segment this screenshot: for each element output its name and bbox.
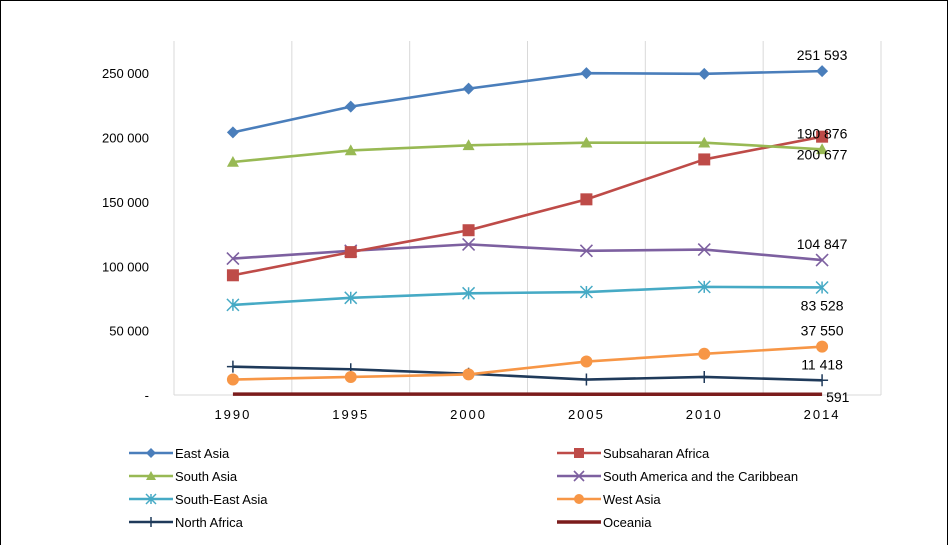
legend-item-west-asia: West Asia [557,492,661,507]
x-tick-label: 2010 [686,407,723,422]
y-tick-label: 150 000 [102,195,149,210]
circle-marker [463,368,475,380]
plus-marker [146,517,156,527]
legend-label: South-East Asia [175,492,268,507]
legend-item-subsaharan-africa: Subsaharan Africa [557,446,710,461]
plus-marker [698,371,710,383]
diamond-marker [227,126,239,138]
legend-label: East Asia [175,446,230,461]
circle-marker [816,341,828,353]
square-marker [227,269,239,281]
circle-marker [580,356,592,368]
diamond-marker [698,68,710,80]
square-marker [345,246,357,258]
legend: East Asia Subsaharan Africa South Asia Sout… [129,446,798,530]
x-tick-label: 1995 [332,407,369,422]
diamond-marker [463,83,475,95]
square-marker [463,224,475,236]
diamond-marker [580,67,592,79]
circle-marker [574,494,584,504]
y-tick-label: - [145,388,149,403]
square-marker [574,448,584,458]
x-axis-ticks: 1990 1995 2000 2005 2010 2014 [214,407,840,422]
y-tick-label: 50 000 [109,324,149,339]
square-marker [698,153,710,165]
square-marker [580,193,592,205]
grid-lines [174,41,881,395]
legend-label: South America and the Caribbean [603,469,798,484]
legend-item-south-east-asia: South-East Asia [129,492,268,507]
y-tick-label: 100 000 [102,259,149,274]
data-label: 251 593 [797,47,848,63]
data-label: 83 528 [801,297,844,313]
plus-marker [227,361,239,373]
data-label: 104 847 [797,236,848,252]
diamond-marker [345,101,357,113]
legend-item-east-asia: East Asia [129,446,230,461]
legend-label: South Asia [175,469,238,484]
y-tick-label: 200 000 [102,131,149,146]
plus-marker [816,374,828,386]
x-tick-label: 2005 [568,407,605,422]
legend-item-south-asia: South Asia [129,469,238,484]
legend-label: Oceania [603,515,652,530]
legend-label: West Asia [603,492,661,507]
circle-marker [698,348,710,360]
y-tick-label: 250 000 [102,66,149,81]
legend-item-north-africa: North Africa [129,515,244,530]
plus-marker [580,374,592,386]
diamond-marker [146,448,156,458]
diamond-marker [816,65,828,77]
legend-item-south-america-and-the-caribbean: South America and the Caribbean [557,469,798,484]
legend-item-oceania: Oceania [557,515,652,530]
data-label: 190 876 [797,125,848,141]
legend-label: North Africa [175,515,244,530]
circle-marker [227,374,239,386]
data-label: 591 [826,389,850,405]
x-tick-label: 1990 [214,407,251,422]
data-label: 11 418 [801,356,843,372]
data-label: 200 677 [797,147,848,163]
data-label: 37 550 [801,323,844,339]
circle-marker [345,371,357,383]
legend-label: Subsaharan Africa [603,446,710,461]
x-tick-label: 2000 [450,407,487,422]
x-tick-label: 2014 [804,407,841,422]
y-axis-ticks: - 50 000 100 000 150 000 200 000 250 000 [102,66,149,403]
